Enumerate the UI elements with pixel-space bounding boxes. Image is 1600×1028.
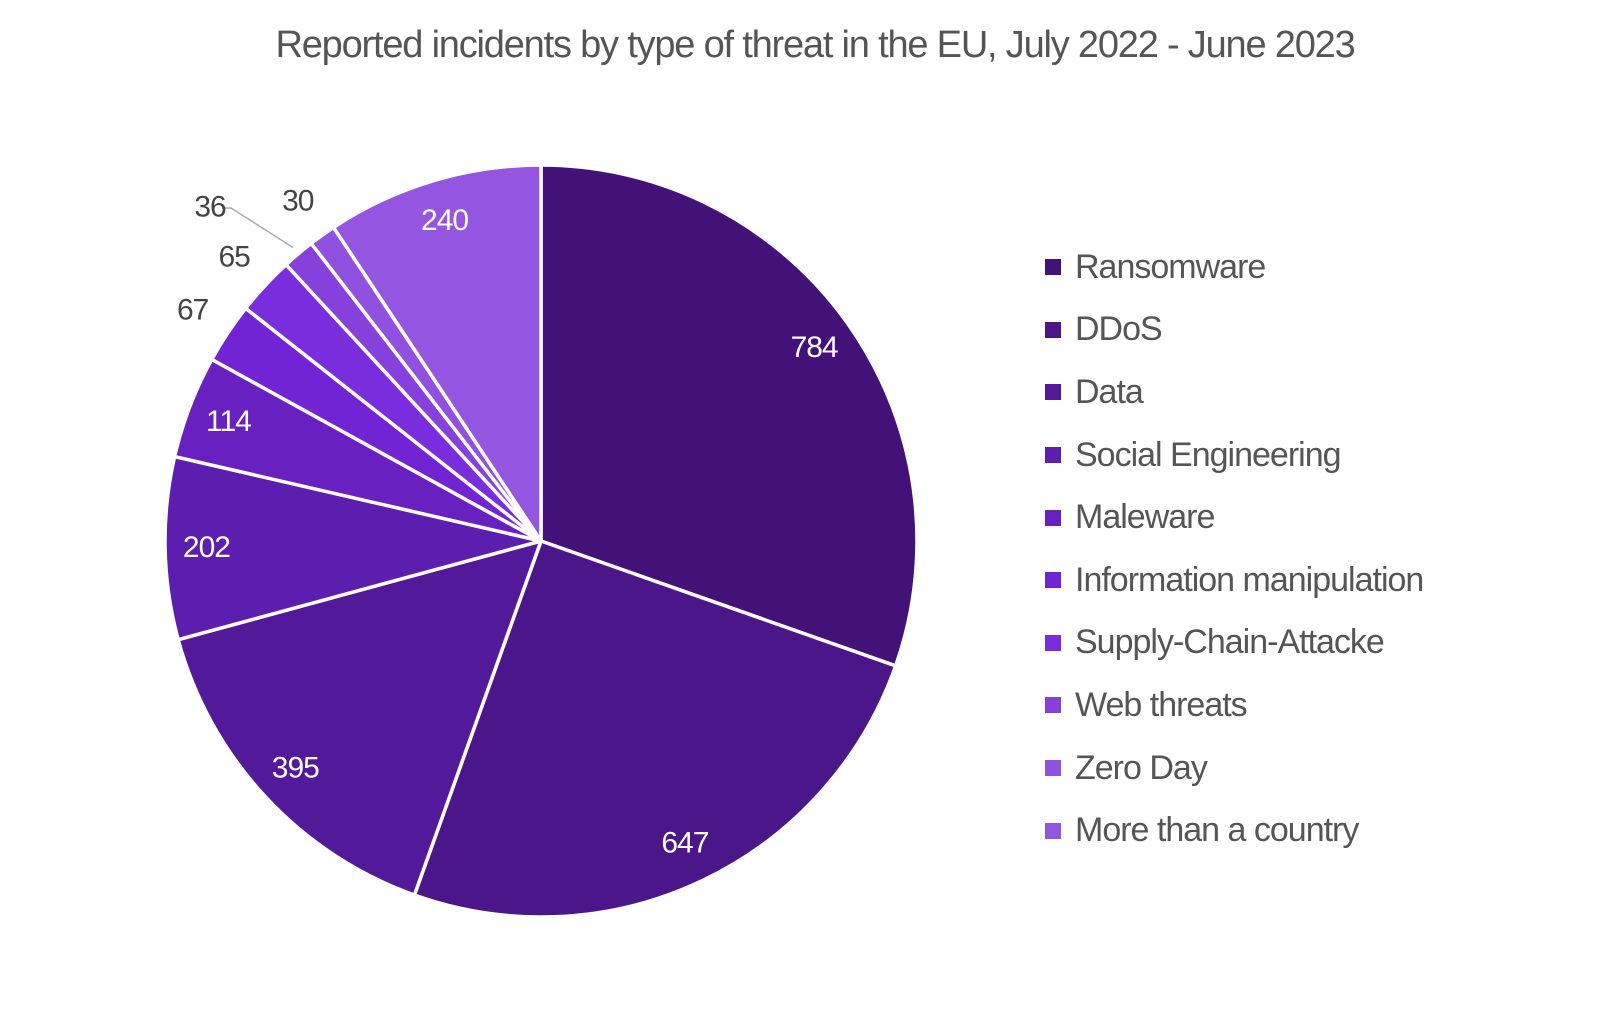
legend-label: Maleware — [1075, 498, 1215, 537]
leader-line — [223, 207, 294, 249]
legend-item: More than a country — [1045, 799, 1423, 862]
data-label: 395 — [272, 752, 319, 785]
data-label: 67 — [177, 293, 209, 326]
data-label: 36 — [194, 191, 226, 224]
legend-swatch — [1045, 697, 1061, 714]
legend-label: More than a country — [1075, 811, 1359, 850]
legend-swatch — [1045, 447, 1061, 464]
legend-label: Social Engineering — [1075, 435, 1342, 474]
legend-label: Ransomware — [1075, 247, 1266, 286]
pie-slice-ddos — [412, 539, 898, 919]
legend-item: Zero Day — [1045, 737, 1423, 800]
data-label: 240 — [421, 204, 468, 237]
legend-item: Data — [1045, 361, 1423, 424]
chart-title: Reported incidents by type of threat in … — [275, 24, 1355, 66]
data-label: 114 — [206, 405, 251, 438]
pie-slice-data — [176, 539, 543, 897]
legend-swatch — [1045, 572, 1061, 589]
legend-item: Social Engineering — [1045, 424, 1423, 487]
pie-slice-ransomware — [539, 163, 919, 668]
legend-label: Information manipulation — [1075, 560, 1424, 599]
legend-label: Data — [1075, 372, 1144, 411]
legend-item: Ransomware — [1045, 236, 1423, 299]
pie-slice-social-engineering — [163, 454, 543, 642]
legend-swatch — [1045, 634, 1061, 651]
legend-label: Supply-Chain-Attacke — [1075, 623, 1385, 662]
legend: Ransomware DDoS Data Social Engineering Male… — [1045, 236, 1424, 862]
legend-item: Maleware — [1045, 486, 1423, 549]
data-label: 65 — [218, 241, 250, 274]
legend-item: Information manipulation — [1045, 549, 1424, 612]
legend-swatch — [1045, 509, 1061, 526]
legend-label: Web threats — [1075, 685, 1248, 724]
legend-label: Zero Day — [1075, 748, 1208, 787]
legend-swatch — [1045, 321, 1061, 338]
legend-label: DDoS — [1075, 310, 1163, 349]
legend-swatch — [1045, 760, 1061, 777]
legend-item: DDoS — [1045, 299, 1423, 362]
legend-swatch — [1045, 384, 1061, 401]
legend-item: Web threats — [1045, 674, 1423, 737]
legend-swatch — [1045, 259, 1061, 276]
data-label: 784 — [791, 331, 838, 364]
legend-swatch — [1045, 822, 1061, 839]
data-label: 647 — [661, 827, 708, 860]
legend-item: Supply-Chain-Attacke — [1045, 612, 1423, 675]
data-label: 30 — [282, 185, 314, 218]
data-label: 202 — [183, 531, 230, 564]
pie-slice-more-than-a-country — [331, 163, 543, 543]
